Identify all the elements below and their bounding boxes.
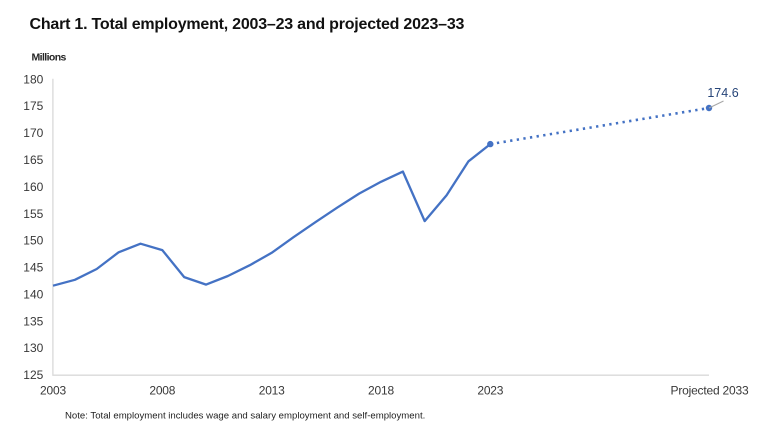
svg-text:Note: Total employment include: Note: Total employment includes wage and… bbox=[65, 411, 425, 422]
svg-text:Chart 1. Total employment, 200: Chart 1. Total employment, 2003–23 and p… bbox=[30, 16, 465, 33]
svg-text:180: 180 bbox=[23, 72, 43, 86]
svg-text:160: 160 bbox=[23, 180, 43, 194]
svg-text:Projected 2033: Projected 2033 bbox=[671, 384, 749, 398]
svg-text:Millions: Millions bbox=[32, 52, 67, 64]
svg-text:170: 170 bbox=[23, 126, 43, 140]
svg-text:2018: 2018 bbox=[368, 384, 394, 398]
svg-text:145: 145 bbox=[23, 261, 43, 275]
svg-text:130: 130 bbox=[23, 341, 43, 355]
svg-text:2008: 2008 bbox=[149, 384, 175, 398]
svg-text:165: 165 bbox=[23, 153, 43, 167]
svg-text:2003: 2003 bbox=[40, 384, 66, 398]
svg-text:175: 175 bbox=[23, 99, 43, 113]
svg-text:135: 135 bbox=[23, 314, 43, 328]
svg-text:174.6: 174.6 bbox=[707, 86, 738, 100]
svg-text:140: 140 bbox=[23, 287, 43, 301]
svg-text:155: 155 bbox=[23, 207, 43, 221]
svg-text:150: 150 bbox=[23, 234, 43, 248]
svg-text:125: 125 bbox=[23, 368, 43, 382]
svg-text:2013: 2013 bbox=[259, 384, 285, 398]
svg-text:2023: 2023 bbox=[477, 384, 503, 398]
